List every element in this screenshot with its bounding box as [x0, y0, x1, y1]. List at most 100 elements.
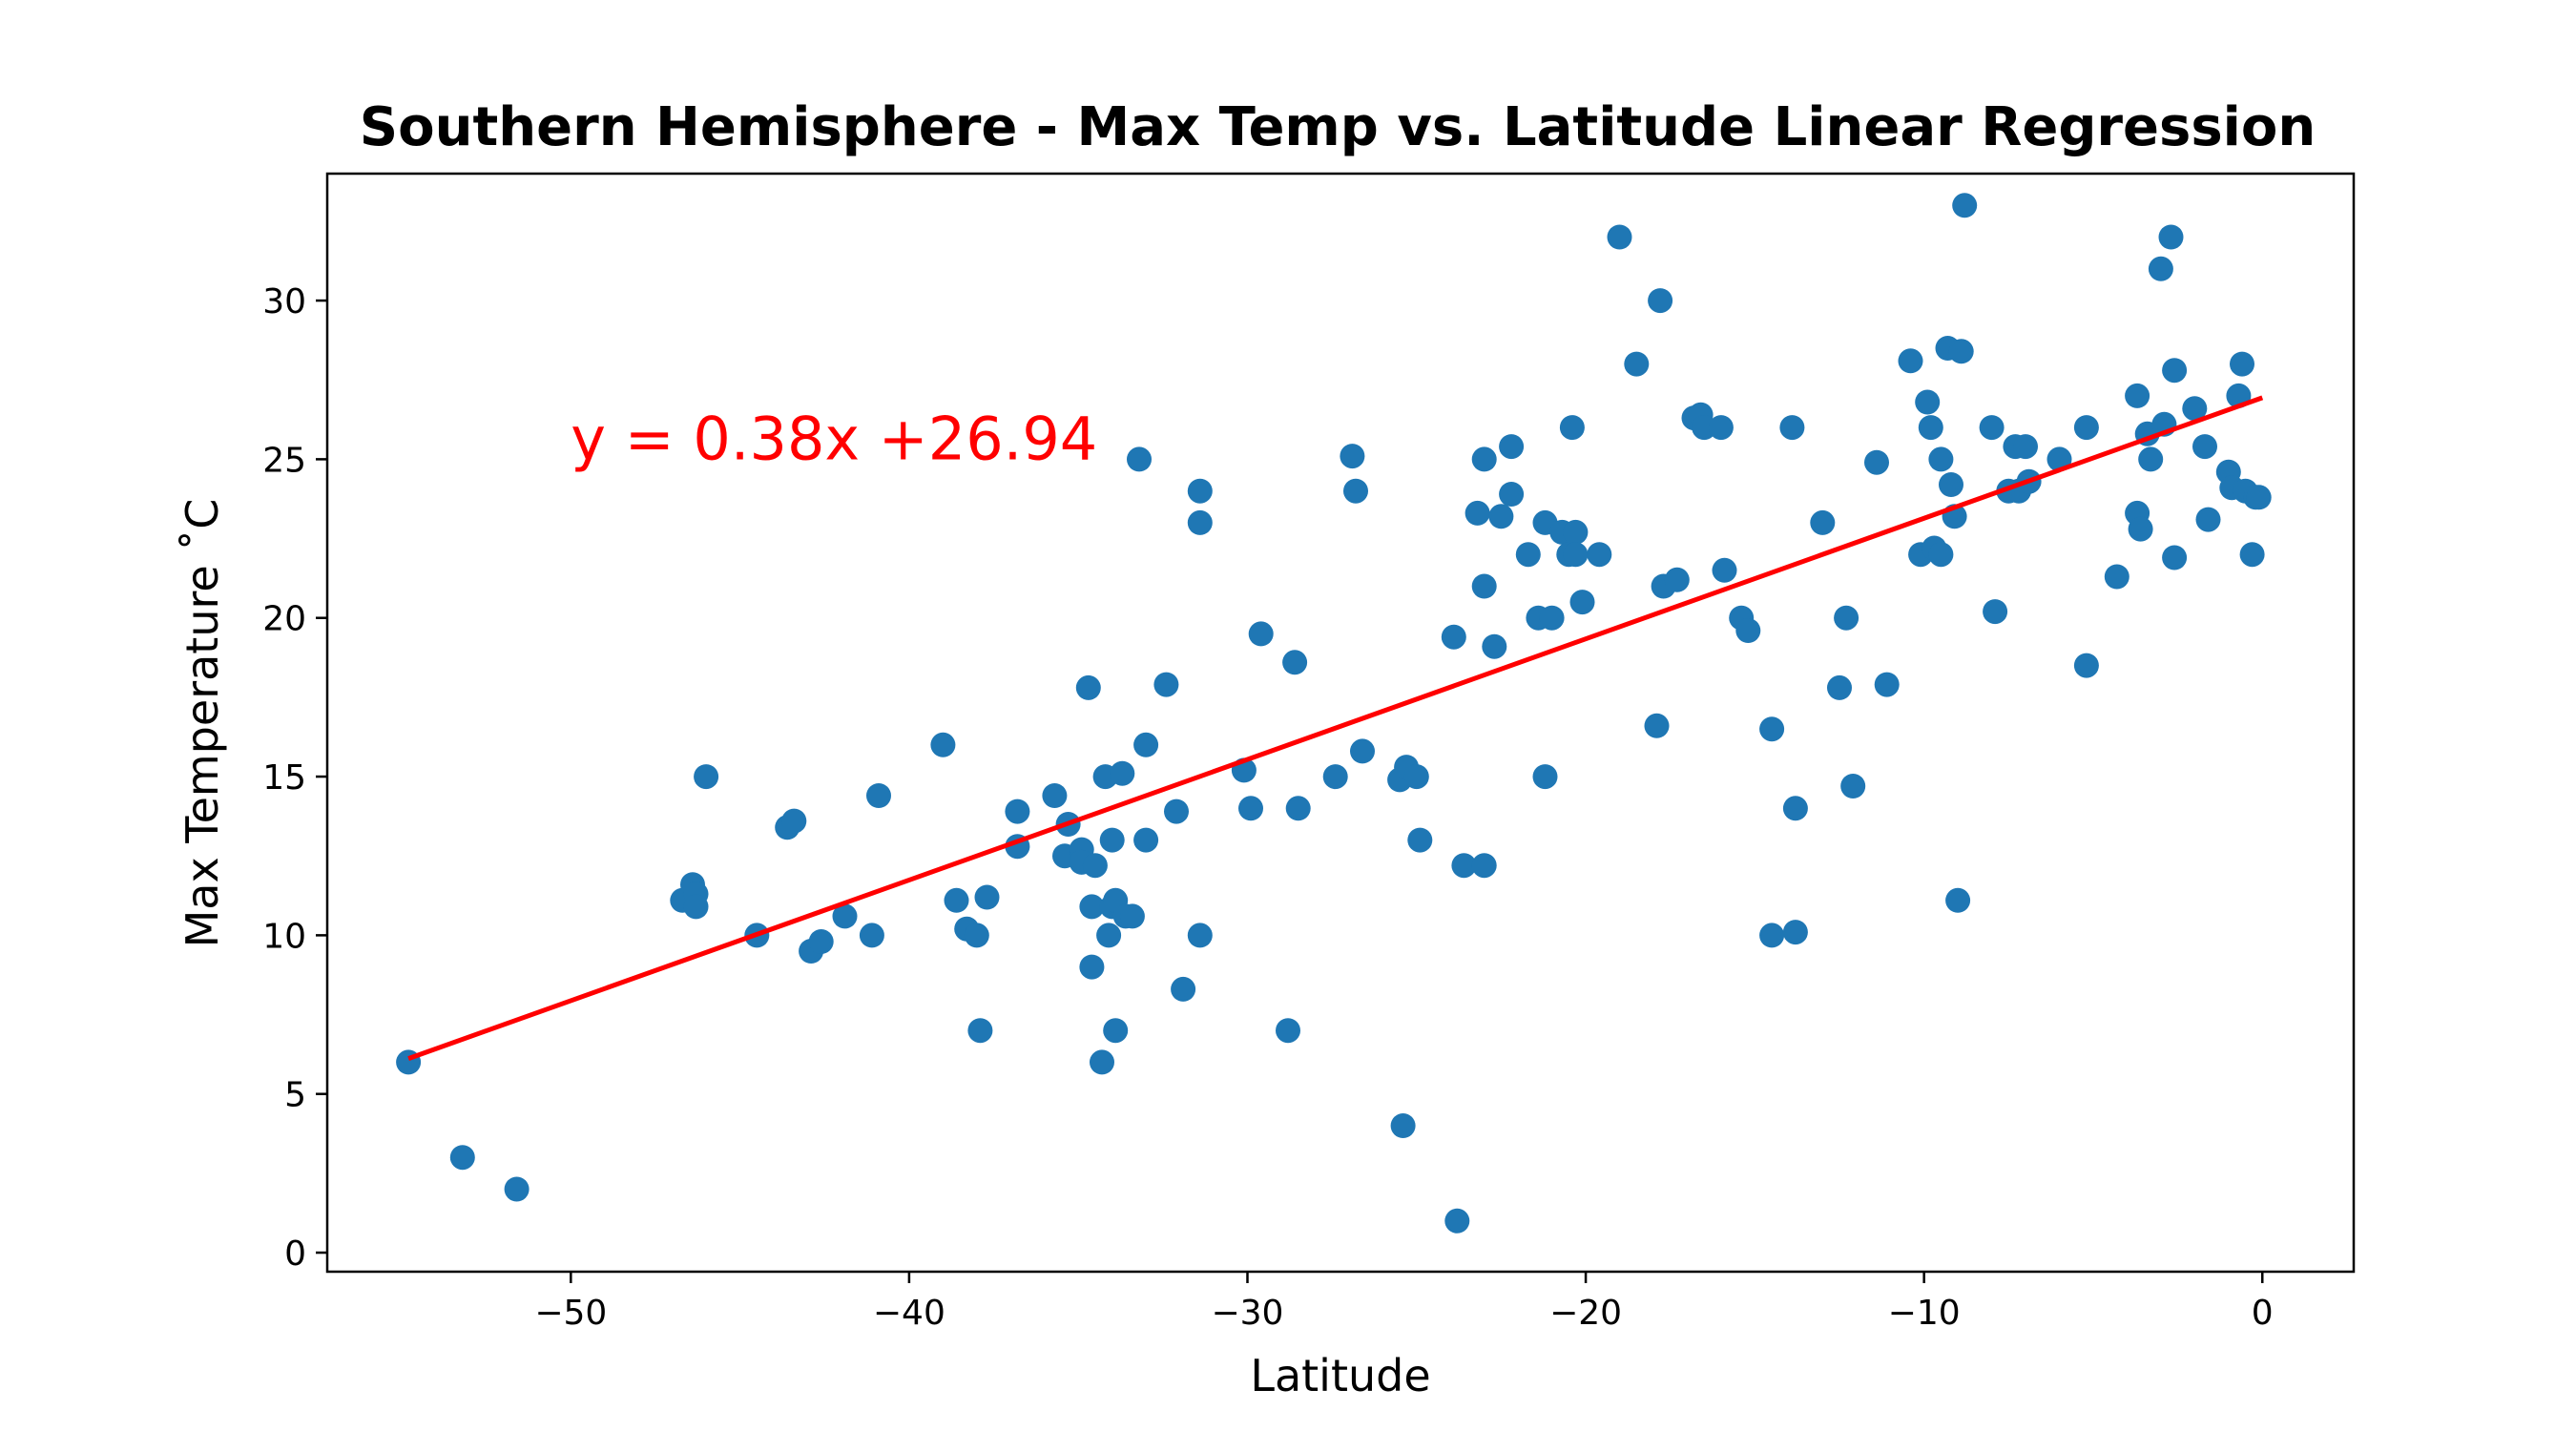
data-point — [2162, 545, 2188, 570]
regression-line — [407, 395, 2264, 1061]
data-point — [1782, 920, 1808, 945]
data-point — [2128, 516, 2153, 542]
data-point — [1482, 633, 1507, 659]
data-point — [1343, 478, 1368, 504]
data-point — [1096, 923, 1122, 948]
x-tick-label: −30 — [1211, 1294, 1283, 1333]
data-point — [1471, 573, 1497, 599]
data-point — [694, 764, 719, 790]
data-point — [1928, 542, 1954, 568]
data-point — [1282, 650, 1308, 675]
data-point — [504, 1176, 530, 1202]
x-tick-label: 0 — [2252, 1294, 2274, 1333]
x-tick-label: −50 — [534, 1294, 607, 1333]
data-point — [1948, 339, 1974, 364]
y-tick-label: 5 — [284, 1076, 306, 1115]
data-point — [1735, 618, 1761, 643]
data-point — [1840, 774, 1866, 798]
x-tick-label: −20 — [1549, 1294, 1622, 1333]
data-point — [866, 783, 891, 808]
regression-line-layer — [407, 395, 2264, 1061]
data-point — [1238, 796, 1263, 821]
y-tick-label: 20 — [262, 600, 306, 639]
y-tick-label: 10 — [262, 917, 306, 956]
data-point — [1915, 389, 1941, 415]
data-point — [1164, 798, 1189, 824]
data-point — [1119, 903, 1145, 929]
y-tick-label: 15 — [262, 758, 306, 798]
data-point — [1403, 764, 1429, 790]
data-point — [2073, 653, 2099, 678]
data-point — [1563, 519, 1589, 545]
data-point — [832, 903, 858, 929]
data-point — [1939, 472, 1963, 497]
data-point — [1451, 853, 1477, 879]
data-point — [930, 732, 956, 757]
data-point — [1587, 542, 1612, 568]
chart-title: Southern Hemisphere - Max Temp vs. Latit… — [360, 96, 2316, 158]
data-point — [1340, 444, 1365, 469]
data-point — [2013, 434, 2038, 460]
data-point — [2182, 396, 2208, 422]
data-point — [2195, 507, 2221, 532]
data-point — [1644, 713, 1670, 738]
data-point — [2239, 542, 2265, 568]
data-point — [1664, 567, 1690, 592]
data-point — [1532, 764, 1558, 790]
data-point — [1952, 193, 1978, 218]
data-point — [1350, 738, 1375, 764]
data-point — [1874, 672, 1900, 697]
data-point — [967, 1018, 993, 1044]
data-point — [1075, 674, 1101, 700]
data-point — [1099, 827, 1125, 853]
data-point — [1103, 1018, 1129, 1044]
data-point — [683, 894, 709, 920]
data-point — [2125, 383, 2150, 408]
data-point — [2138, 446, 2164, 472]
data-point — [1759, 923, 1785, 948]
data-point — [449, 1145, 475, 1171]
data-point — [1499, 482, 1525, 507]
data-point — [1979, 415, 2005, 441]
data-point — [1082, 853, 1108, 879]
y-tick-label: 0 — [284, 1234, 306, 1274]
data-point — [1539, 605, 1565, 631]
data-point — [1624, 351, 1650, 377]
data-point — [1918, 415, 1943, 441]
data-point — [1248, 621, 1274, 647]
data-point — [1759, 716, 1785, 742]
data-point — [2104, 564, 2129, 590]
data-point — [1515, 542, 1541, 568]
data-point — [1499, 434, 1525, 460]
data-point — [2230, 351, 2254, 377]
data-point — [1898, 348, 1923, 374]
data-point — [1648, 288, 1673, 314]
plot-area-frame — [325, 172, 2356, 1274]
y-tick-label: 30 — [262, 282, 306, 321]
data-point — [808, 929, 834, 954]
data-point — [1133, 827, 1159, 853]
data-point — [1779, 415, 1805, 441]
data-point — [1983, 599, 2008, 625]
data-point — [1444, 1208, 1470, 1234]
data-point — [1810, 509, 1836, 535]
data-point — [1079, 954, 1105, 980]
data-point — [781, 808, 807, 834]
data-point — [859, 923, 884, 948]
data-point — [1569, 590, 1595, 615]
data-point — [2246, 485, 2272, 510]
data-point — [2158, 224, 2184, 250]
data-point — [1471, 853, 1497, 879]
data-point — [1471, 446, 1497, 472]
data-point — [1127, 446, 1152, 472]
data-point — [1390, 1113, 1416, 1138]
data-point — [1563, 542, 1589, 568]
data-point — [1407, 827, 1433, 853]
data-point — [1864, 449, 1889, 475]
data-point — [1559, 415, 1585, 441]
x-tick-label: −40 — [873, 1294, 945, 1333]
data-point — [1153, 672, 1179, 697]
data-point — [1708, 415, 1734, 441]
data-point — [1276, 1018, 1300, 1044]
data-point — [1090, 1049, 1114, 1075]
